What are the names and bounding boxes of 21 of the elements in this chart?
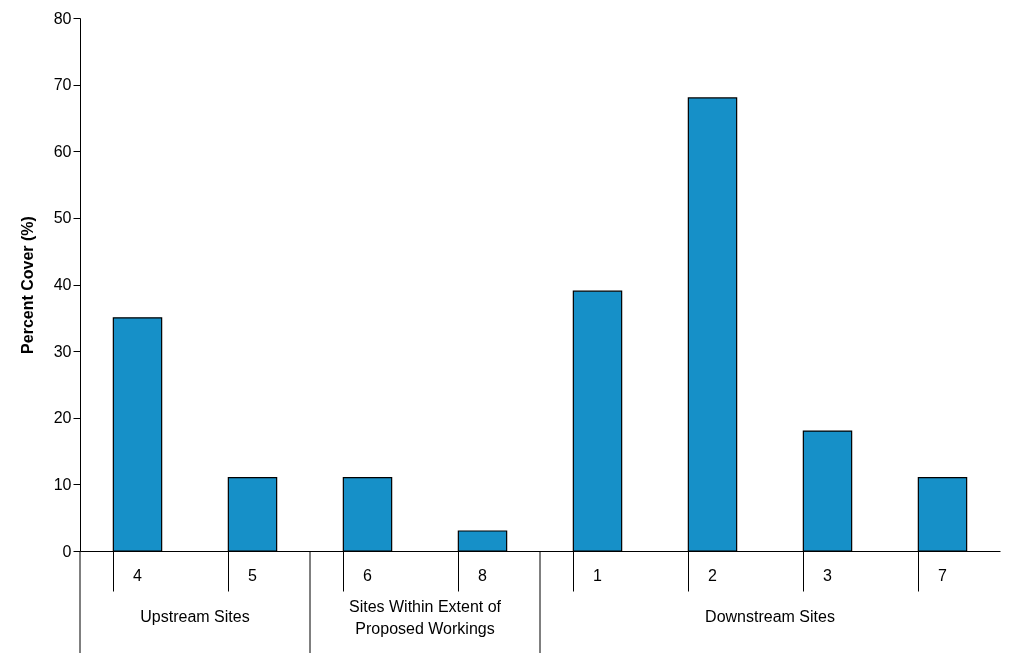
x-tick-label: 3 (823, 566, 833, 584)
y-tick-label: 10 (53, 475, 72, 493)
y-tick-label: 60 (53, 142, 72, 160)
x-tick-label: 4 (133, 566, 143, 584)
y-tick-label: 70 (53, 76, 72, 94)
text: Sites Within Extent of Proposed Workings (348, 598, 502, 637)
x-tick-label: 2 (708, 566, 718, 584)
y-axis-title: Percent Cover (%) (18, 216, 36, 354)
text: Downstream Sites (705, 608, 835, 625)
x-tick-label: 7 (938, 566, 948, 584)
y-tick-label: 80 (53, 9, 72, 27)
y-tick-label: 50 (53, 209, 72, 227)
y-tick-label: 40 (53, 276, 72, 293)
y-tick-label: 30 (53, 342, 72, 360)
y-tick-label: 0 (62, 542, 72, 560)
y-tick-label: 20 (53, 409, 72, 427)
x-tick-label: 6 (363, 566, 373, 584)
text: Upstream Sites (140, 608, 250, 625)
x-tick-label: 5 (248, 566, 258, 584)
x-tick-label: 8 (478, 566, 488, 584)
x-tick-label: 1 (593, 566, 603, 584)
